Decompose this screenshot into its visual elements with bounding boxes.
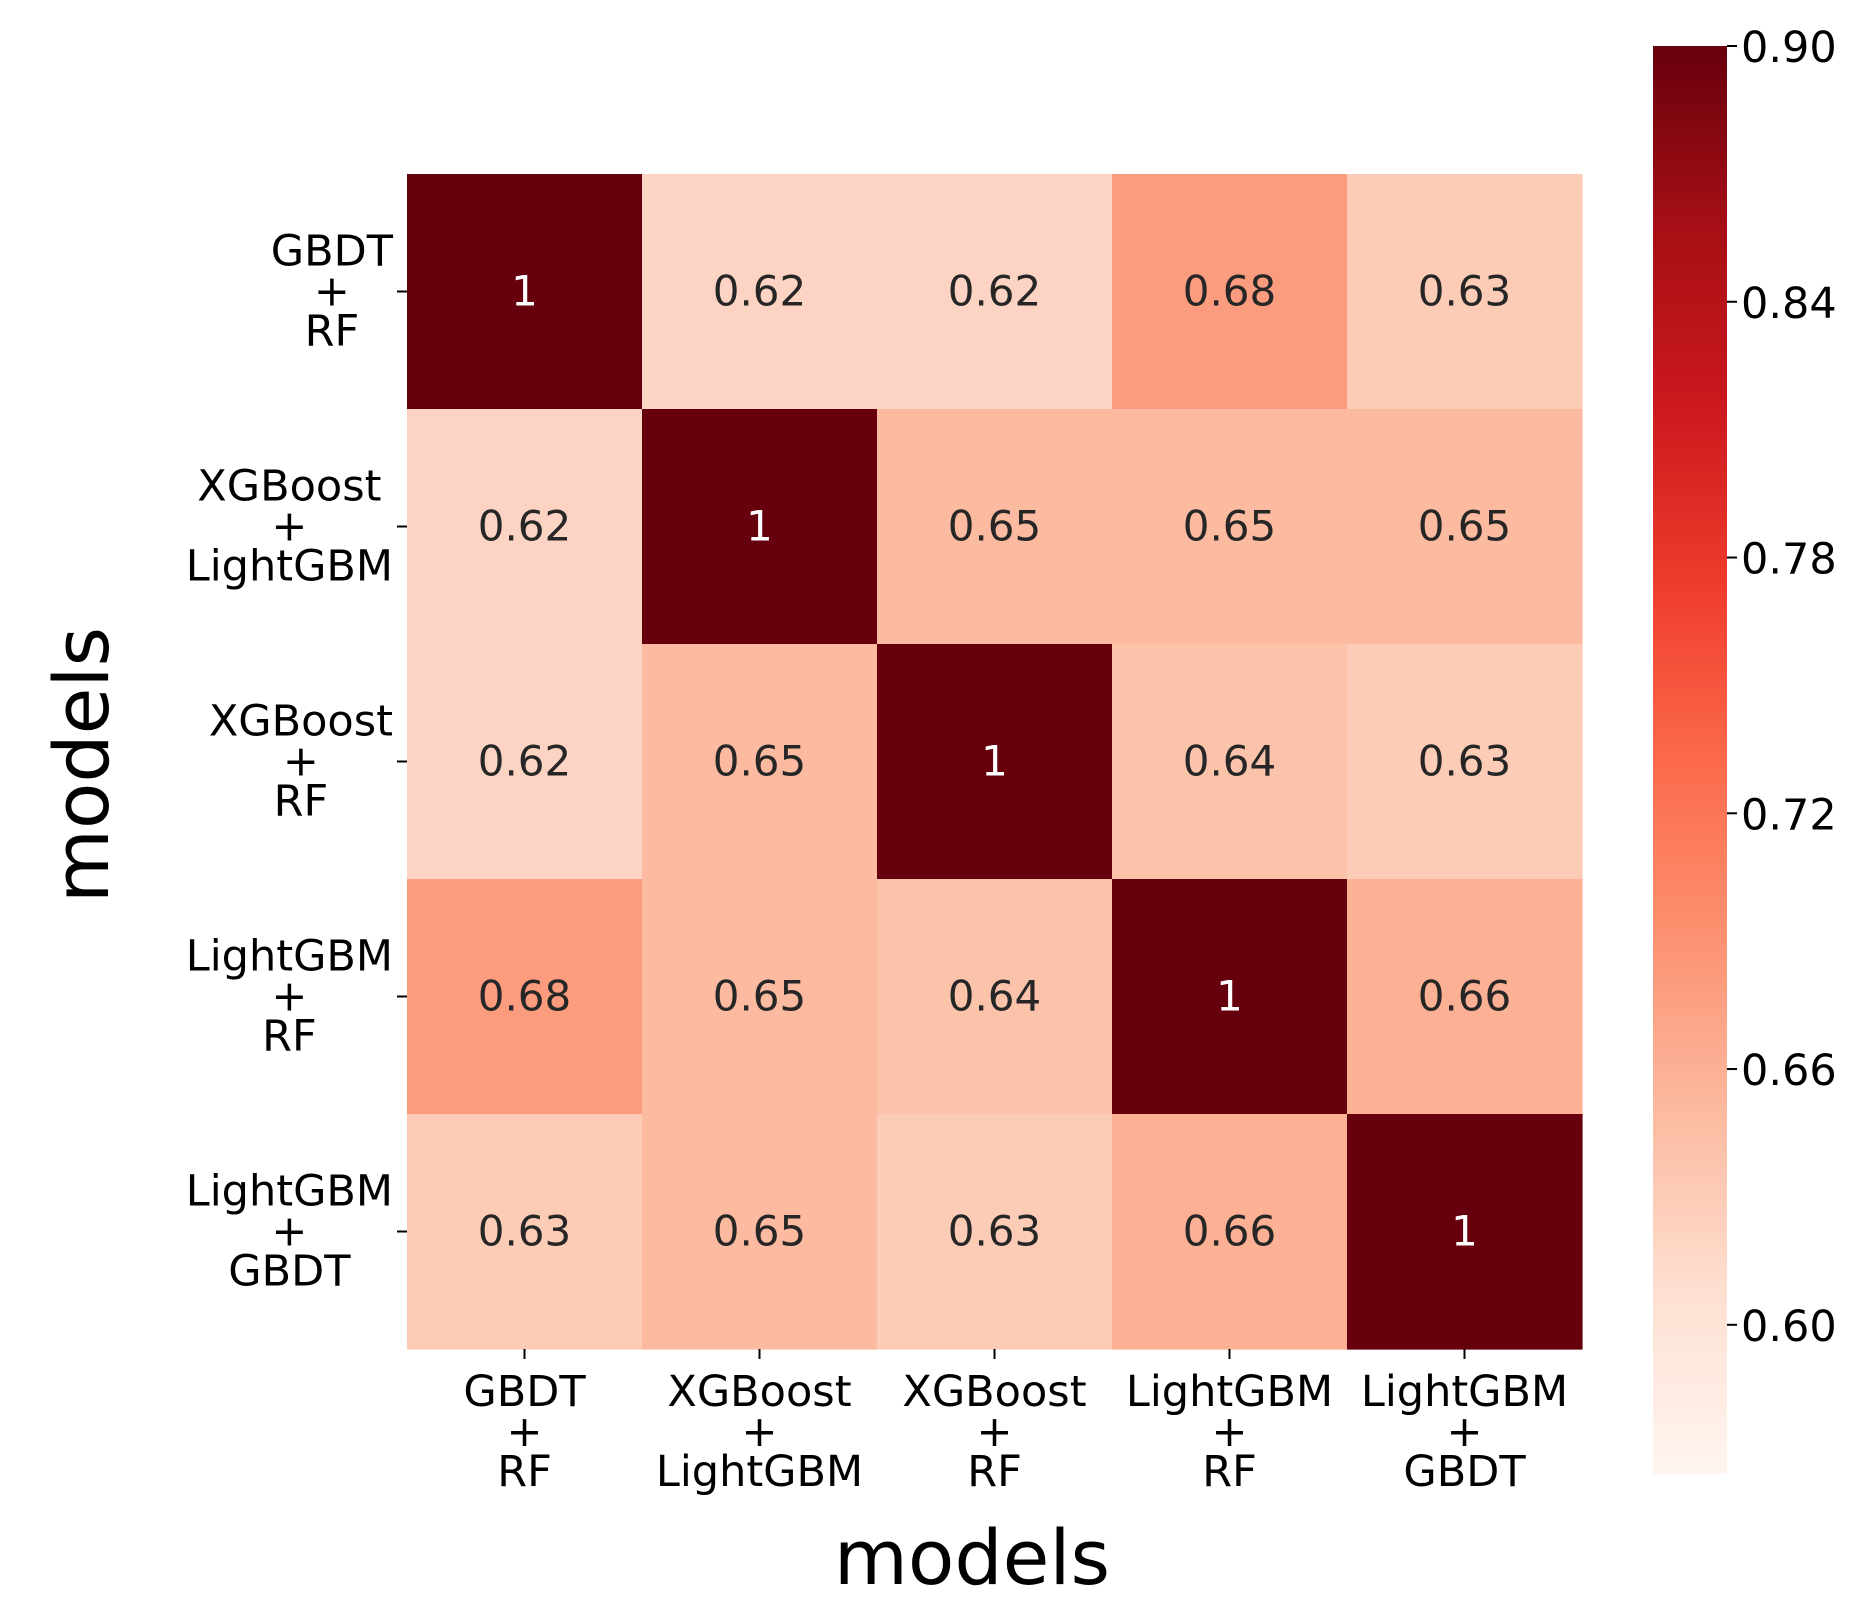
cell-value-label: 0.64	[948, 972, 1042, 1021]
x-tick-label: GBDT	[1403, 1447, 1526, 1497]
heatmap-cell-r0-c0	[407, 174, 643, 410]
y-tick-label: LightGBM	[186, 932, 393, 982]
x-tick-label: +	[1211, 1407, 1247, 1457]
cell-value-label: 0.65	[948, 502, 1042, 551]
cell-value-label: 0.62	[713, 267, 807, 316]
cell-value-label: 0.62	[478, 502, 572, 551]
colorbar-tick-label: 0.78	[1741, 535, 1837, 585]
y-tick-label: RF	[274, 777, 329, 827]
colorbar-ticks: 0.60 0.66 0.72 0.78 0.84 0.90	[1727, 23, 1837, 1352]
y-tick-label: RF	[305, 307, 360, 357]
colorbar-tick-label: 0.90	[1741, 23, 1837, 73]
heatmap-cells: 1 0.62 0.62 0.68 0.63 0.62 1 0.65 0.65 0.65 0.62 0.…	[407, 174, 1583, 1350]
cell-value-label: 0.66	[1183, 1207, 1277, 1256]
x-tick-label: LightGBM	[656, 1447, 863, 1497]
cell-value-label: 1	[746, 502, 773, 551]
x-tick-label: RF	[967, 1447, 1022, 1497]
y-tick-label: LightGBM	[186, 1167, 393, 1217]
x-tick-label: XGBoost	[902, 1367, 1086, 1417]
heatmap-cell-r3-c2	[877, 879, 1113, 1115]
y-tick-label: +	[271, 1207, 307, 1257]
x-axis-ticks: GBDT+RFXGBoost+LightGBMXGBoost+RFLightGB…	[463, 1349, 1568, 1497]
heatmap-cell-r1-c1	[642, 409, 878, 645]
heatmap-cell-r2-c0	[407, 644, 643, 880]
cell-value-label: 0.62	[948, 267, 1042, 316]
colorbar	[1653, 46, 1727, 1474]
cell-value-label: 0.66	[1418, 972, 1512, 1021]
heatmap-cell-r2-c3	[1112, 644, 1348, 880]
y-tick-label: RF	[262, 1012, 317, 1062]
cell-value-label: 1	[1451, 1207, 1478, 1256]
heatmap-cell-r0-c2	[877, 174, 1113, 410]
heatmap-cell-r4-c4	[1347, 1114, 1583, 1350]
cell-value-label: 0.65	[1183, 502, 1277, 551]
heatmap-cell-r3-c0	[407, 879, 643, 1115]
x-tick-label: +	[506, 1407, 542, 1457]
heatmap-cell-r4-c0	[407, 1114, 643, 1350]
cell-value-label: 0.65	[713, 737, 807, 786]
heatmap-cell-r4-c3	[1112, 1114, 1348, 1350]
heatmap-cell-r0-c3	[1112, 174, 1348, 410]
cell-value-label: 0.65	[713, 972, 807, 1021]
heatmap-cell-r3-c1	[642, 879, 878, 1115]
cell-value-label: 0.63	[1418, 267, 1512, 316]
x-tick-label: LightGBM	[1361, 1367, 1568, 1417]
heatmap-cell-r2-c2	[877, 644, 1113, 880]
heatmap-cell-r4-c1	[642, 1114, 878, 1350]
cell-value-label: 0.65	[1418, 502, 1512, 551]
y-tick-label: XGBoost	[209, 697, 393, 747]
colorbar-tick-label: 0.60	[1741, 1302, 1837, 1352]
x-tick-label: +	[976, 1407, 1012, 1457]
heatmap-cell-r4-c2	[877, 1114, 1113, 1350]
y-tick-label: GBDT	[228, 1247, 351, 1297]
cell-value-label: 0.68	[1183, 267, 1277, 316]
heatmap-cell-r3-c4	[1347, 879, 1583, 1115]
x-tick-label: RF	[1202, 1447, 1257, 1497]
y-tick-label: +	[314, 267, 350, 317]
y-tick-label: GBDT	[271, 227, 394, 277]
cell-value-label: 0.63	[478, 1207, 572, 1256]
cell-value-label: 0.63	[948, 1207, 1042, 1256]
cell-value-label: 0.68	[478, 972, 572, 1021]
heatmap-cell-r1-c2	[877, 409, 1113, 645]
cell-value-label: 1	[1216, 972, 1243, 1021]
heatmap-cell-r2-c1	[642, 644, 878, 880]
cell-value-label: 1	[981, 737, 1008, 786]
y-tick-label: LightGBM	[186, 542, 393, 592]
x-tick-label: GBDT	[463, 1367, 586, 1417]
heatmap-cell-r1-c0	[407, 409, 643, 645]
heatmap-cell-r3-c3	[1112, 879, 1348, 1115]
cell-value-label: 0.62	[478, 737, 572, 786]
y-tick-label: XGBoost	[197, 462, 381, 512]
y-tick-label: +	[283, 737, 319, 787]
y-axis-label: models	[37, 627, 126, 903]
x-axis-label: models	[834, 1513, 1110, 1602]
cell-value-label: 1	[511, 267, 538, 316]
y-tick-label: +	[271, 502, 307, 552]
x-tick-label: LightGBM	[1126, 1367, 1333, 1417]
colorbar-tick-label: 0.72	[1741, 790, 1837, 840]
heatmap-cell-r0-c4	[1347, 174, 1583, 410]
y-tick-label: +	[271, 972, 307, 1022]
heatmap-cell-r1-c4	[1347, 409, 1583, 645]
x-tick-label: XGBoost	[667, 1367, 851, 1417]
cell-value-label: 0.65	[713, 1207, 807, 1256]
colorbar-tick-label: 0.66	[1741, 1046, 1837, 1096]
x-tick-label: RF	[497, 1447, 552, 1497]
heatmap-cell-r2-c4	[1347, 644, 1583, 880]
x-tick-label: +	[741, 1407, 777, 1457]
heatmap-cell-r0-c1	[642, 174, 878, 410]
y-axis-ticks: GBDT+RFXGBoost+LightGBMXGBoost+RFLightGB…	[186, 227, 407, 1297]
heatmap-cell-r1-c3	[1112, 409, 1348, 645]
colorbar-tick-label: 0.84	[1741, 279, 1837, 329]
x-tick-label: +	[1446, 1407, 1482, 1457]
cell-value-label: 0.64	[1183, 737, 1277, 786]
cell-value-label: 0.63	[1418, 737, 1512, 786]
